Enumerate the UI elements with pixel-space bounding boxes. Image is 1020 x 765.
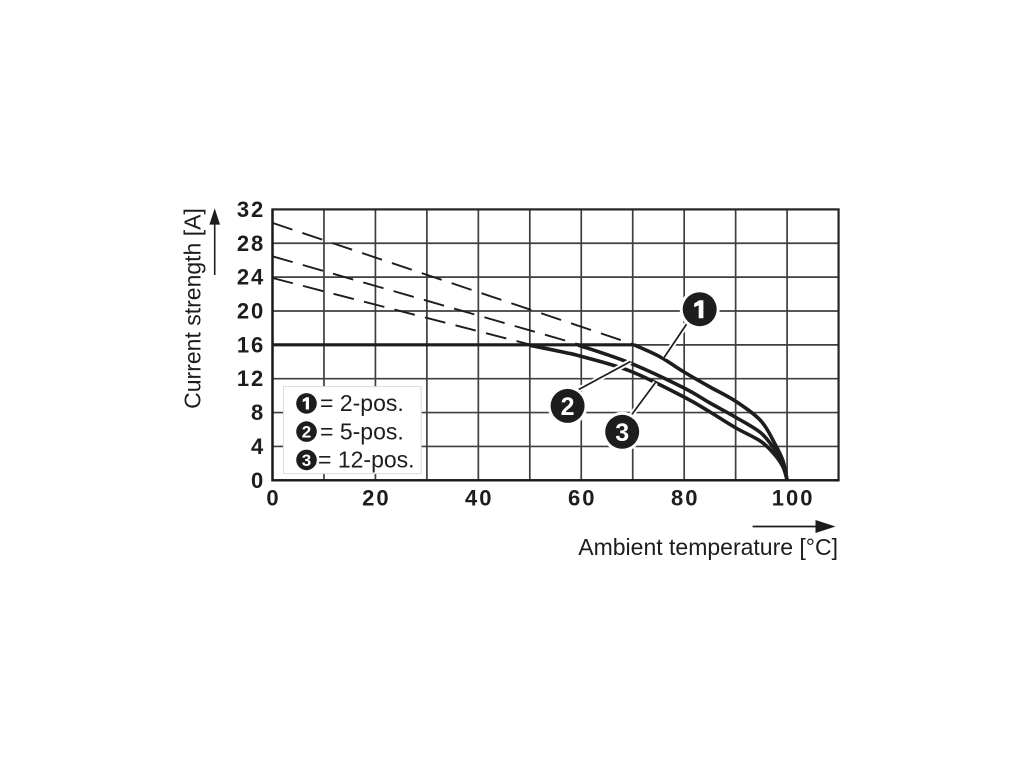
svg-text:8: 8 — [251, 400, 265, 425]
svg-text:80: 80 — [671, 486, 699, 511]
svg-text:28: 28 — [237, 231, 265, 256]
svg-text:Current strength [A]: Current strength [A] — [179, 208, 205, 409]
svg-text:12: 12 — [237, 366, 265, 391]
svg-text:40: 40 — [465, 486, 493, 511]
svg-text:= 5-pos.: = 5-pos. — [320, 418, 404, 444]
svg-text:2: 2 — [561, 393, 575, 421]
svg-text:20: 20 — [237, 299, 265, 324]
svg-text:2: 2 — [302, 423, 311, 442]
svg-text:4: 4 — [251, 434, 265, 459]
svg-text:24: 24 — [237, 265, 265, 290]
svg-text:60: 60 — [568, 486, 596, 511]
svg-text:0: 0 — [266, 486, 280, 511]
svg-text:3: 3 — [302, 451, 311, 470]
svg-text:= 2-pos.: = 2-pos. — [320, 390, 404, 416]
svg-text:= 12-pos.: = 12-pos. — [318, 447, 415, 473]
svg-text:100: 100 — [772, 486, 815, 511]
svg-text:3: 3 — [615, 419, 629, 447]
svg-text:20: 20 — [362, 486, 390, 511]
svg-text:0: 0 — [251, 468, 265, 493]
svg-text:Ambient temperature [°C]: Ambient temperature [°C] — [578, 534, 838, 560]
svg-text:32: 32 — [237, 197, 265, 222]
svg-text:16: 16 — [237, 332, 265, 357]
